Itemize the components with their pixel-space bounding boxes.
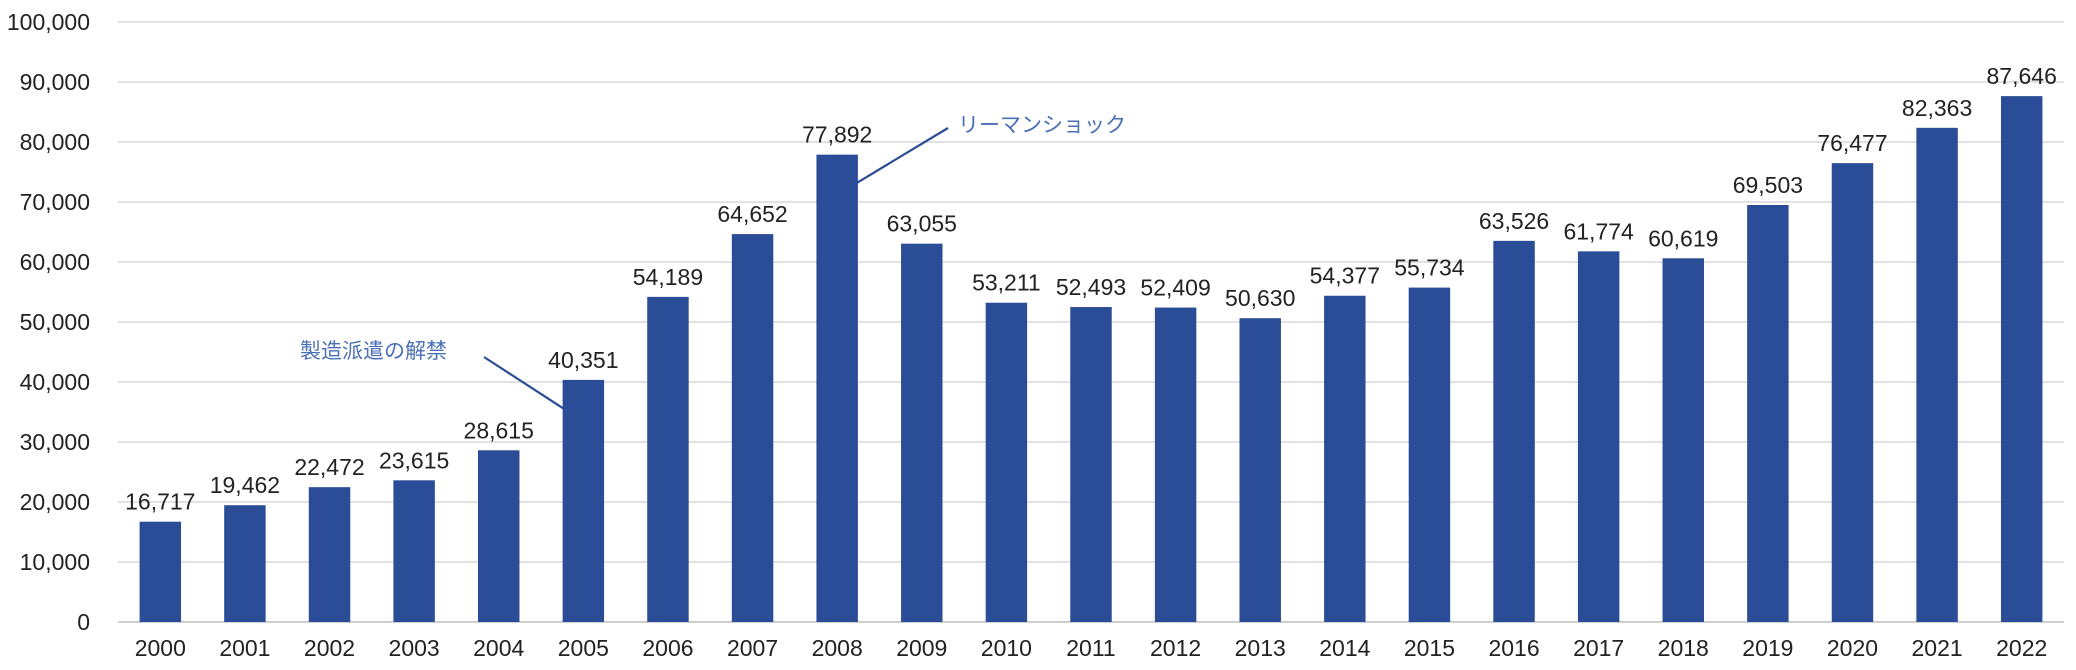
data-label: 16,717 — [125, 489, 195, 515]
x-tick-label: 2016 — [1488, 635, 1539, 661]
bar — [1154, 307, 1197, 622]
data-label: 55,734 — [1394, 255, 1465, 281]
data-label: 64,652 — [717, 201, 787, 227]
data-label: 82,363 — [1902, 95, 1972, 121]
data-label: 77,892 — [802, 122, 872, 148]
data-label: 52,409 — [1140, 275, 1210, 301]
x-tick-label: 2008 — [812, 635, 863, 661]
y-tick-label: 20,000 — [20, 489, 90, 515]
x-tick-label: 2022 — [1996, 635, 2047, 661]
data-label: 23,615 — [379, 447, 449, 473]
x-tick-label: 2012 — [1150, 635, 1201, 661]
bar — [393, 480, 435, 622]
bar — [2000, 96, 2043, 622]
y-tick-label: 60,000 — [20, 249, 90, 275]
bars — [139, 96, 2043, 623]
bar — [901, 243, 943, 623]
data-label: 87,646 — [1987, 63, 2057, 89]
bar — [1831, 163, 1874, 622]
annotation-leader-line — [483, 356, 567, 411]
data-label: 22,472 — [294, 454, 364, 480]
data-label: 69,503 — [1733, 172, 1803, 198]
bar — [308, 487, 351, 622]
annotations: 製造派遣の解禁 リーマンショック — [300, 113, 1126, 411]
annotation-label: リーマンショック — [958, 113, 1126, 137]
x-tick-label: 2015 — [1404, 635, 1455, 661]
data-label: 52,493 — [1056, 274, 1126, 300]
data-labels: 16,717 19,462 22,472 23,615 28,615 40,351 54,1… — [125, 63, 2057, 515]
annotation-leader-line — [853, 127, 949, 186]
bar — [139, 521, 182, 622]
x-tick-label: 2010 — [981, 635, 1032, 661]
y-tick-label: 30,000 — [20, 429, 90, 455]
annotation-label: 製造派遣の解禁 — [300, 339, 447, 363]
x-tick-label: 2005 — [558, 635, 609, 661]
data-label: 63,526 — [1479, 208, 1549, 234]
bar — [1070, 307, 1112, 622]
bar — [1408, 287, 1451, 622]
x-tick-label: 2009 — [896, 635, 947, 661]
data-label: 54,189 — [633, 264, 703, 290]
data-label: 19,462 — [210, 472, 280, 498]
bar — [224, 505, 266, 622]
x-tick-label: 2006 — [642, 635, 693, 661]
bar — [1577, 251, 1620, 622]
y-tick-label: 100,000 — [7, 9, 90, 35]
bar — [478, 450, 520, 622]
x-tick-label: 2003 — [389, 635, 440, 661]
data-label: 28,615 — [464, 417, 534, 443]
data-label: 76,477 — [1817, 130, 1887, 156]
bar — [731, 234, 774, 622]
y-tick-label: 90,000 — [20, 69, 90, 95]
y-axis-ticks: 0 10,000 20,000 30,000 40,000 50,000 60,000 70,… — [7, 9, 90, 635]
data-label: 61,774 — [1563, 218, 1634, 244]
x-tick-label: 2020 — [1827, 635, 1878, 661]
data-label: 60,619 — [1648, 225, 1718, 251]
data-label: 53,211 — [972, 270, 1041, 296]
bar — [1239, 318, 1281, 622]
x-tick-label: 2007 — [727, 635, 778, 661]
x-tick-label: 2001 — [219, 635, 270, 661]
y-tick-label: 80,000 — [20, 129, 90, 155]
data-label: 40,351 — [548, 347, 618, 373]
bar — [1493, 240, 1535, 622]
bar — [1747, 204, 1789, 622]
x-axis-ticks: 2000 2001 2002 2003 2004 2005 2006 2007 2008 2009… — [135, 635, 2048, 661]
bar — [1324, 295, 1366, 622]
x-tick-label: 2013 — [1235, 635, 1286, 661]
y-tick-label: 50,000 — [20, 309, 90, 335]
data-label: 50,630 — [1225, 285, 1295, 311]
x-tick-label: 2002 — [304, 635, 355, 661]
y-tick-label: 0 — [77, 609, 90, 635]
bar — [562, 379, 605, 622]
bar — [985, 302, 1028, 622]
y-tick-label: 40,000 — [20, 369, 90, 395]
x-tick-label: 2019 — [1742, 635, 1793, 661]
data-label: 54,377 — [1310, 263, 1380, 289]
x-tick-label: 2000 — [135, 635, 186, 661]
x-tick-label: 2018 — [1658, 635, 1709, 661]
bar — [1916, 127, 1958, 623]
x-tick-label: 2011 — [1066, 635, 1115, 661]
bar — [647, 296, 689, 622]
y-tick-label: 70,000 — [20, 189, 90, 215]
x-tick-label: 2021 — [1912, 635, 1963, 661]
data-label: 63,055 — [887, 211, 957, 237]
bar — [1662, 258, 1704, 622]
x-tick-label: 2004 — [473, 635, 524, 661]
x-tick-label: 2017 — [1573, 635, 1624, 661]
y-tick-label: 10,000 — [20, 549, 90, 575]
bar — [816, 154, 858, 622]
x-tick-label: 2014 — [1319, 635, 1370, 661]
